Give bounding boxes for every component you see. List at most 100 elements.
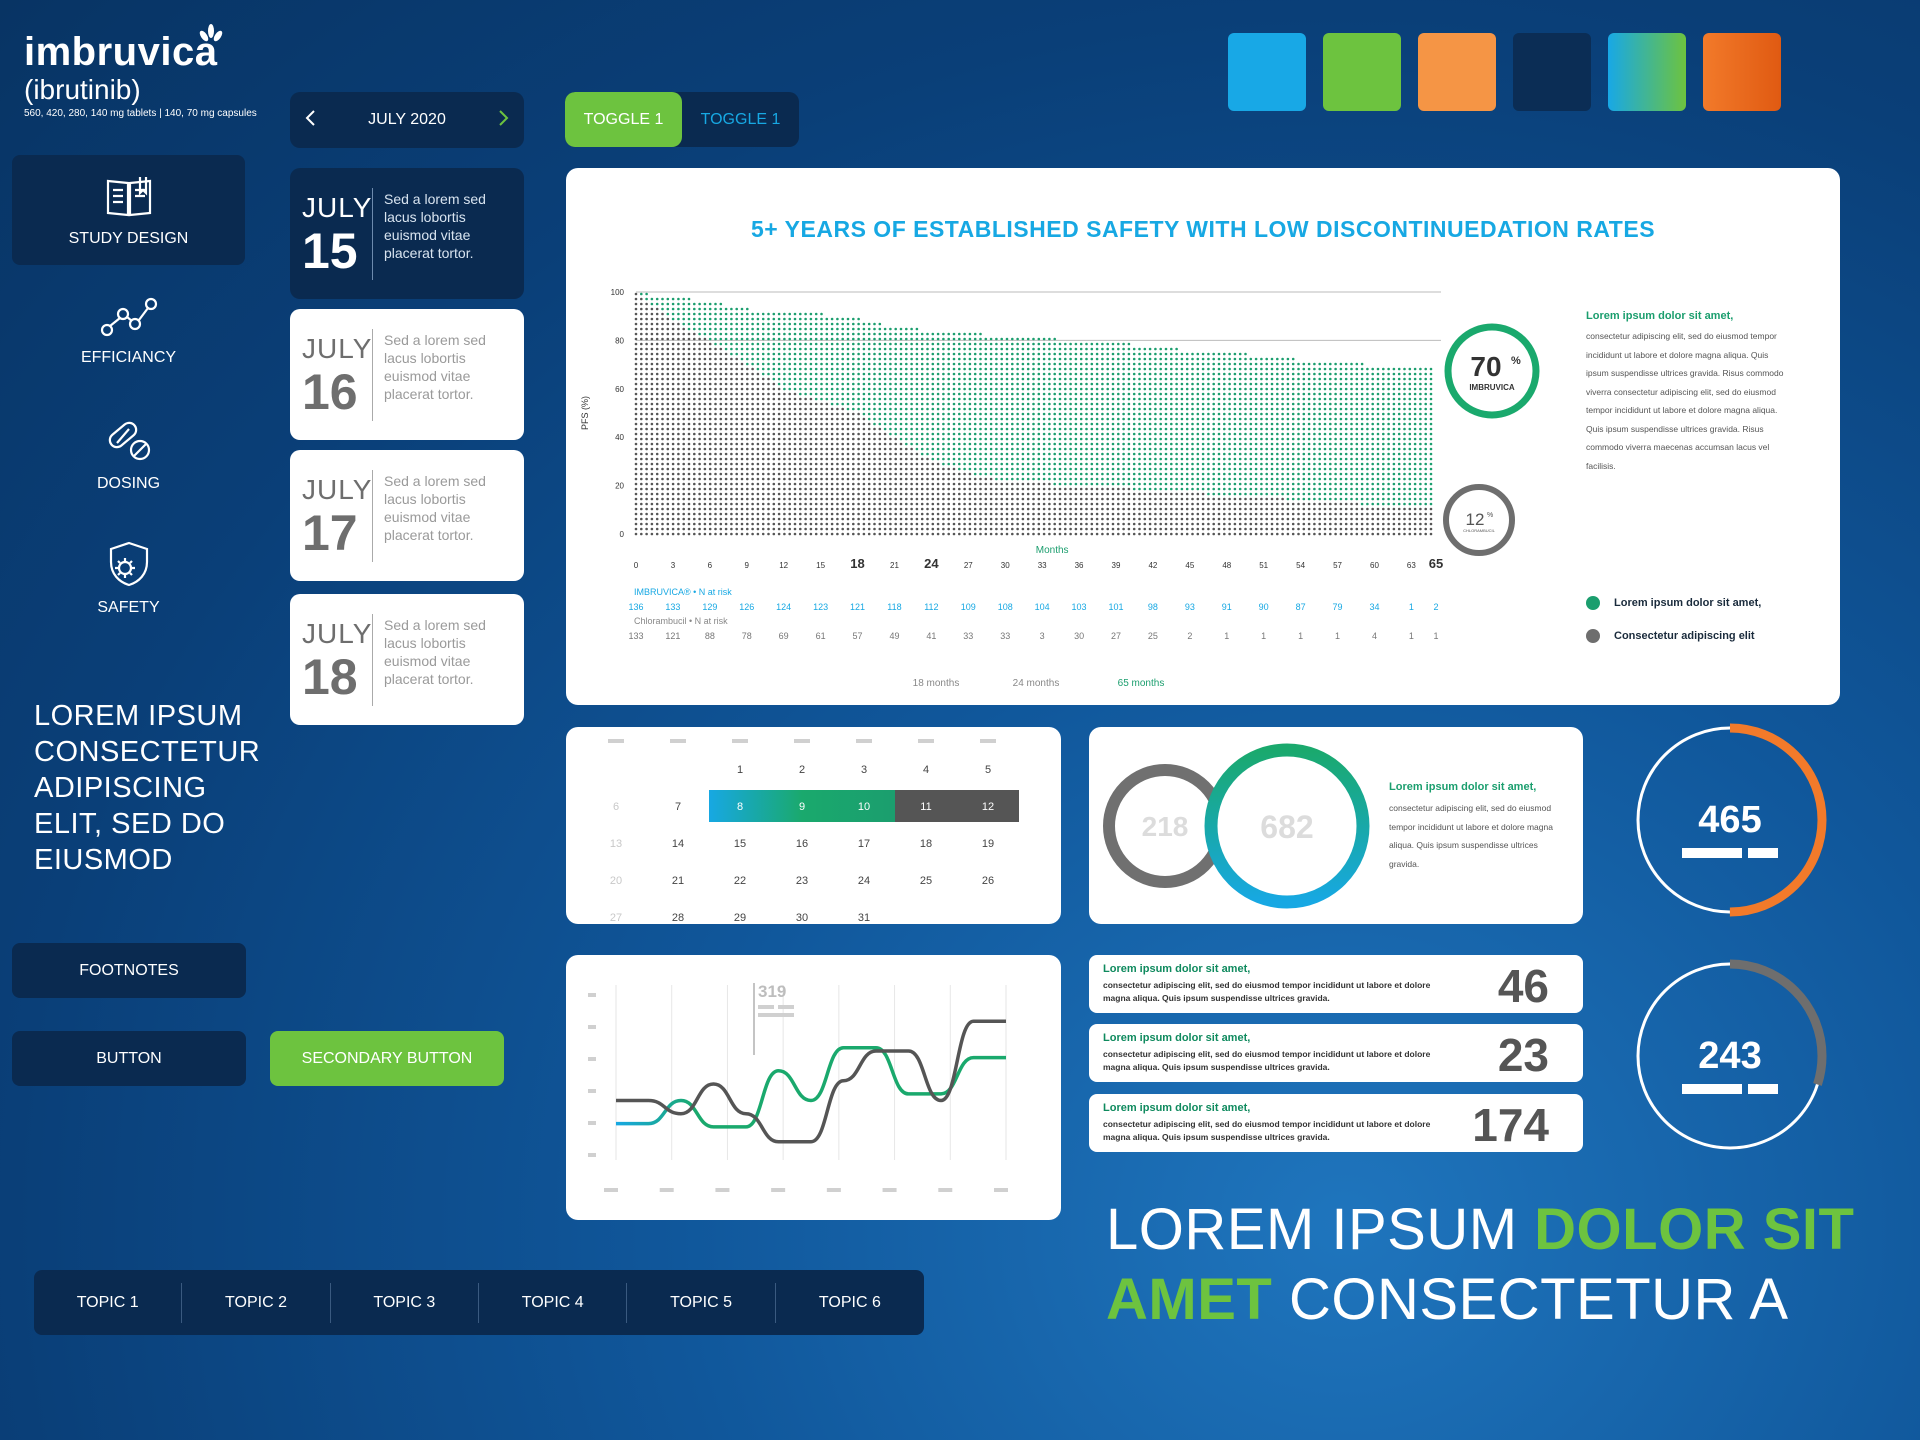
dot	[1238, 457, 1242, 461]
dot	[883, 427, 887, 431]
dot	[1164, 367, 1168, 371]
dot	[682, 427, 685, 431]
dot	[640, 312, 643, 316]
dot	[1037, 362, 1041, 366]
secondary-button[interactable]: SECONDARY BUTTON	[270, 1031, 504, 1086]
dot	[772, 362, 776, 366]
dot	[878, 497, 882, 501]
dot	[1048, 462, 1051, 466]
day-card-16[interactable]: JULY 16 Sed a lorem sed lacus lobortis e…	[290, 309, 524, 440]
dot	[1064, 357, 1067, 361]
dot	[905, 367, 908, 371]
dot	[650, 477, 654, 481]
dot	[1254, 427, 1258, 431]
dot	[1042, 377, 1046, 381]
dot	[777, 377, 781, 381]
dot	[687, 307, 691, 311]
dot	[640, 357, 643, 361]
dot	[1138, 347, 1141, 351]
dot	[793, 347, 797, 351]
dot	[793, 482, 797, 486]
dot	[804, 527, 807, 531]
dot	[671, 297, 675, 301]
dot	[1132, 512, 1136, 516]
dot	[1233, 527, 1237, 531]
dot	[761, 452, 765, 456]
dot	[1042, 482, 1046, 486]
dot	[846, 317, 850, 321]
dot	[936, 462, 940, 466]
day-card-15[interactable]: JULY 15 Sed a lorem sed lacus lobortis e…	[290, 168, 524, 299]
dot	[867, 487, 871, 491]
sidebar-item-dosing[interactable]: DOSING	[12, 400, 245, 510]
dot	[687, 452, 691, 456]
dot	[1101, 392, 1104, 396]
color-swatch-5	[1608, 33, 1686, 111]
dot	[677, 402, 680, 406]
dot	[825, 532, 829, 536]
dot	[1016, 362, 1019, 366]
dot	[772, 437, 776, 441]
dot	[926, 457, 929, 461]
dot	[1132, 457, 1136, 461]
dot	[952, 417, 956, 421]
toggle-left[interactable]: TOGGLE 1	[565, 92, 682, 147]
dot	[777, 427, 781, 431]
dot	[1085, 457, 1088, 461]
chevron-left-icon[interactable]	[304, 109, 316, 132]
dot	[730, 532, 733, 536]
dot	[1053, 342, 1056, 346]
dot	[634, 427, 638, 431]
chevron-right-icon[interactable]	[498, 109, 510, 132]
dot	[788, 487, 791, 491]
dot	[1037, 412, 1041, 416]
dot	[655, 337, 659, 341]
dot	[1185, 492, 1189, 496]
dot	[698, 487, 701, 491]
dot	[889, 422, 892, 426]
dot	[1101, 382, 1104, 386]
dot	[952, 447, 956, 451]
dot	[1111, 522, 1115, 526]
sidebar-item-efficiancy[interactable]: EFFICIANCY	[12, 278, 245, 388]
footnotes-button[interactable]: FOOTNOTES	[12, 943, 246, 998]
day-card-17[interactable]: JULY 17 Sed a lorem sed lacus lobortis e…	[290, 450, 524, 581]
dot	[740, 407, 744, 411]
dot	[926, 472, 929, 476]
dot	[698, 472, 701, 476]
sidebar-item-study-design[interactable]: STUDY DESIGN	[12, 155, 245, 265]
dot	[995, 377, 998, 381]
primary-button[interactable]: BUTTON	[12, 1031, 246, 1086]
dot	[682, 437, 685, 441]
dot	[1021, 437, 1025, 441]
dot	[708, 317, 712, 321]
day-card-18[interactable]: JULY 18 Sed a lorem sed lacus lobortis e…	[290, 594, 524, 725]
dot	[756, 322, 760, 326]
dot	[793, 322, 797, 326]
dot	[857, 522, 860, 526]
dot	[1069, 352, 1072, 356]
dot	[989, 352, 993, 356]
dot	[1223, 527, 1226, 531]
dot	[873, 517, 876, 521]
dot	[1095, 382, 1099, 386]
dot	[862, 517, 866, 521]
dot	[915, 357, 919, 361]
dot	[1148, 447, 1152, 451]
dot	[1238, 452, 1242, 456]
dot	[650, 302, 654, 306]
dot	[1233, 472, 1237, 476]
dot	[1079, 417, 1083, 421]
toggle-right[interactable]: TOGGLE 1	[700, 110, 781, 128]
dot	[735, 417, 738, 421]
dot	[650, 422, 654, 426]
dot	[650, 417, 654, 421]
dot	[830, 467, 834, 471]
dot	[1074, 417, 1078, 421]
dot	[1233, 462, 1237, 466]
dot	[1053, 447, 1056, 451]
dot	[1026, 512, 1030, 516]
dot	[841, 412, 844, 416]
dot	[814, 342, 818, 346]
sidebar-item-safety[interactable]: SAFETY	[12, 522, 245, 632]
